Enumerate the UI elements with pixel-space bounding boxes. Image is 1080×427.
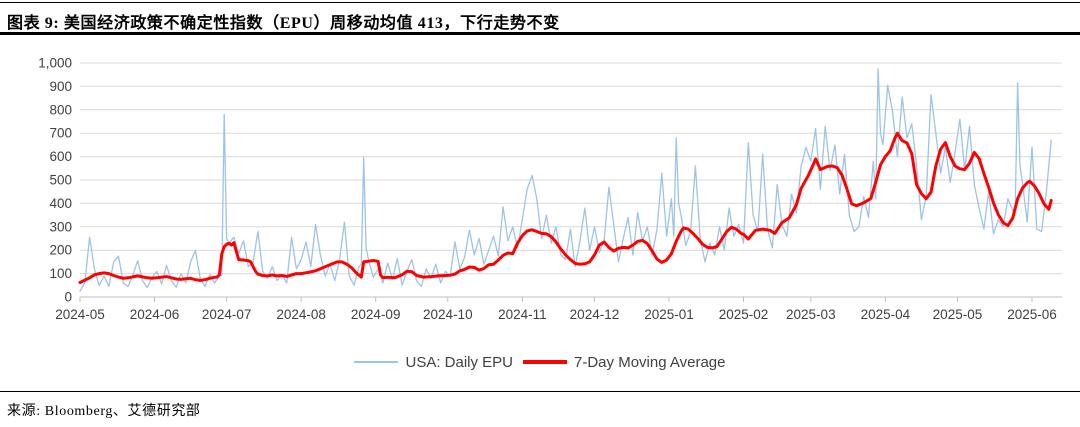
x-tick-label: 2024-09 <box>351 307 401 322</box>
chart-title: 图表 9: 美国经济政策不确定性指数（EPU）周移动均值 413，下行走势不变 <box>7 15 560 32</box>
y-tick-label: 200 <box>49 243 72 258</box>
x-tick-label: 2024-05 <box>55 307 105 322</box>
moving-average-legend-swatch <box>523 360 568 364</box>
x-tick-label: 2024-06 <box>130 307 180 322</box>
x-tick-label: 2025-05 <box>933 307 983 322</box>
x-tick-label: 2025-04 <box>861 307 911 322</box>
y-tick-label: 1,000 <box>38 56 72 71</box>
daily-epu-line <box>79 68 1052 292</box>
footer-rule <box>0 391 1080 392</box>
y-tick-label: 800 <box>49 102 72 117</box>
y-tick-label: 600 <box>49 149 72 164</box>
y-tick-label: 100 <box>49 266 72 281</box>
top-rule <box>0 2 1080 3</box>
x-tick-label: 2024-11 <box>498 307 547 322</box>
x-tick-label: 2025-06 <box>1007 307 1057 322</box>
moving-average-legend-label: 7-Day Moving Average <box>574 353 726 371</box>
x-tick-label: 2025-01 <box>644 307 694 322</box>
source-line: 来源: Bloomberg、艾德研究部 <box>7 404 201 419</box>
moving-average-line <box>78 131 1053 284</box>
x-tick-label: 2024-10 <box>423 307 473 322</box>
x-tick-label: 2024-08 <box>276 307 326 322</box>
title-underline-rule <box>0 32 1080 35</box>
x-tick-label: 2024-07 <box>202 307 252 322</box>
y-tick-label: 900 <box>49 79 72 94</box>
y-tick-label: 500 <box>49 173 72 188</box>
daily-epu-legend-label: USA: Daily EPU <box>405 353 514 371</box>
x-tick-label: 2024-12 <box>570 307 620 322</box>
y-tick-label: 0 <box>64 290 72 305</box>
x-tick-label: 2025-02 <box>719 307 769 322</box>
epu-line-chart: 0 100 200 300 400 500 600 700 800 900 1,000 2024-05… <box>38 56 1062 322</box>
chart-legend: USA: Daily EPU 7-Day Moving Average <box>0 351 1080 373</box>
x-tick-label: 2025-03 <box>786 307 836 322</box>
daily-epu-legend-swatch <box>354 360 399 364</box>
y-tick-label: 400 <box>49 196 72 211</box>
y-tick-label: 300 <box>49 219 72 234</box>
y-tick-label: 700 <box>49 126 72 141</box>
